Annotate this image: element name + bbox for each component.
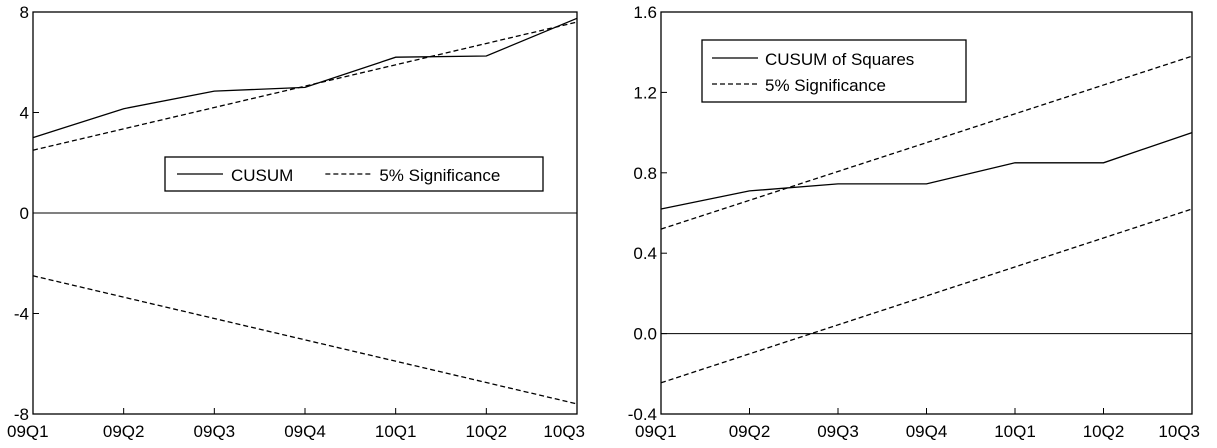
y-tick-label: 8 xyxy=(20,3,29,22)
significance-bound-line xyxy=(32,21,578,151)
y-tick-label: 1.2 xyxy=(633,83,657,102)
significance-bound-line xyxy=(660,208,1193,384)
y-tick-label: 1.6 xyxy=(633,3,657,22)
legend-label: CUSUM of Squares xyxy=(765,50,914,69)
legend-box xyxy=(701,39,967,103)
y-tick-label: -8 xyxy=(14,405,29,424)
series-line xyxy=(660,131,1193,210)
x-tick-label: 09Q2 xyxy=(103,422,145,441)
y-tick-label: 0.4 xyxy=(633,244,657,263)
y-tick-label: 0.0 xyxy=(633,325,657,344)
x-tick-label: 10Q1 xyxy=(375,422,417,441)
x-tick-label: 10Q2 xyxy=(466,422,508,441)
cusum-chart: -8 -4 0 4 8 09Q1 09Q2 09Q3 09Q4 10Q1 10Q2 10Q3 CUSUM… xyxy=(0,0,590,448)
x-tick-label: 09Q2 xyxy=(729,422,771,441)
x-tick-label: 10Q3 xyxy=(1158,422,1200,441)
y-tick-label: -0.4 xyxy=(628,405,657,424)
series-line xyxy=(32,17,578,139)
x-tick-label: 09Q4 xyxy=(906,422,948,441)
cusum-squares-chart: -0.4 0.0 0.4 0.8 1.2 1.6 09Q1 09Q2 09Q3 09Q4 10Q1 1… xyxy=(600,0,1217,448)
x-tick-label: 09Q1 xyxy=(7,422,49,441)
y-tick-label: -4 xyxy=(14,305,29,324)
y-tick-label: 0 xyxy=(20,204,29,223)
x-tick-label: 10Q2 xyxy=(1083,422,1125,441)
cusum-squares-chart-svg: -0.4 0.0 0.4 0.8 1.2 1.6 09Q1 09Q2 09Q3 09Q4 10Q1 1… xyxy=(628,3,1200,441)
x-tick-label: 10Q1 xyxy=(994,422,1036,441)
legend-label: CUSUM xyxy=(231,166,293,185)
y-tick-label: 4 xyxy=(20,104,29,123)
x-tick-label: 09Q3 xyxy=(194,422,236,441)
significance-bound-line xyxy=(660,55,1193,230)
legend: CUSUM 5% Significance xyxy=(164,156,544,192)
x-tick-label: 09Q1 xyxy=(635,422,677,441)
legend-label: 5% Significance xyxy=(765,76,886,95)
x-tick-label: 09Q3 xyxy=(817,422,859,441)
x-tick-label: 10Q3 xyxy=(543,422,585,441)
legend-label: 5% Significance xyxy=(379,166,500,185)
legend: CUSUM of Squares 5% Significance xyxy=(701,39,967,103)
y-tick-label: 0.8 xyxy=(633,164,657,183)
x-tick-label: 09Q4 xyxy=(284,422,326,441)
cusum-chart-svg: -8 -4 0 4 8 09Q1 09Q2 09Q3 09Q4 10Q1 10Q2 10Q3 CUSUM… xyxy=(7,3,585,441)
significance-bound-line xyxy=(32,275,578,405)
